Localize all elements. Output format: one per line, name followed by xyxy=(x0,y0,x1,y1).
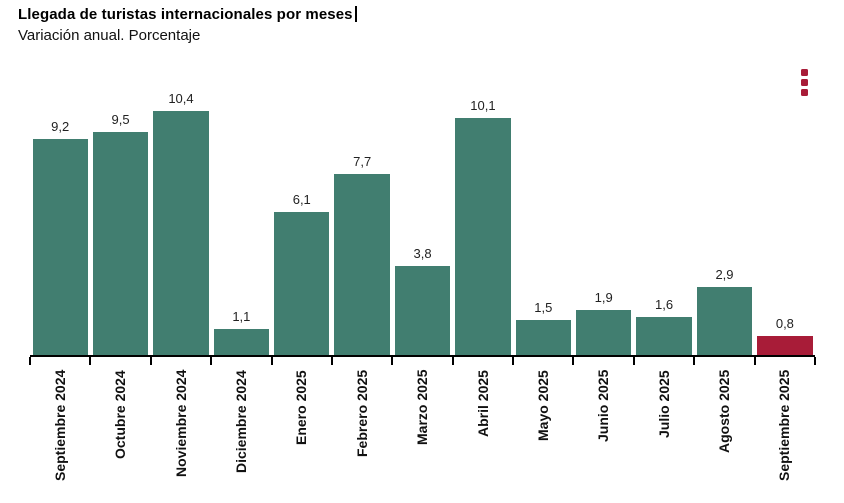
chart-subtitle: Variación anual. Porcentaje xyxy=(18,27,201,44)
bar-slot: 1,9 xyxy=(574,90,634,355)
page-title-text: Llegada de turistas internacionales por … xyxy=(18,6,353,23)
axis-tick xyxy=(572,357,575,365)
bar[interactable]: 1,9 xyxy=(576,290,632,355)
bar-slot: 6,1 xyxy=(272,90,332,355)
x-label-cell: Septiembre 2025 xyxy=(755,370,815,500)
x-label-cell: Febrero 2025 xyxy=(332,370,392,500)
axis-tick xyxy=(814,357,816,365)
x-axis-label: Abril 2025 xyxy=(474,370,491,437)
bar[interactable]: 10,4 xyxy=(153,91,209,355)
bar-value-label: 10,1 xyxy=(470,98,496,114)
x-axis-label: Septiembre 2025 xyxy=(776,370,793,482)
kebab-menu-icon[interactable] xyxy=(799,67,810,98)
x-axis-label: Agosto 2025 xyxy=(716,370,733,454)
x-axis-label: Marzo 2025 xyxy=(414,370,431,446)
axis-tick xyxy=(29,357,31,365)
x-label-cell: Julio 2025 xyxy=(634,370,694,500)
axis-tick xyxy=(753,357,756,365)
bar-value-label: 1,1 xyxy=(232,309,251,325)
bar[interactable]: 1,1 xyxy=(213,309,270,355)
x-label-cell: Enero 2025 xyxy=(272,370,332,500)
bar[interactable]: 10,1 xyxy=(455,98,511,355)
plot-area: 9,2 9,5 10,4 1,1 6,1 7,7 3,8 10,1 1,5 1,9 1,6 2,9 0,… xyxy=(29,90,816,365)
axis-tick xyxy=(89,357,92,365)
bar-value-label: 1,5 xyxy=(534,299,553,315)
axis-tick xyxy=(451,357,454,365)
bar-slot: 10,1 xyxy=(453,90,513,355)
axis-tick xyxy=(270,357,273,365)
x-axis-label: Junio 2025 xyxy=(595,370,612,443)
bar-slot: 0,8 xyxy=(755,90,815,355)
bar-value-label: 9,5 xyxy=(111,112,130,128)
x-axis-label: Septiembre 2024 xyxy=(51,370,68,482)
bar-value-label: 6,1 xyxy=(292,191,311,207)
bar-value-label: 1,6 xyxy=(655,297,674,313)
bar[interactable]: 2,9 xyxy=(696,267,753,355)
x-axis-label: Mayo 2025 xyxy=(534,370,551,441)
bar-slot: 1,5 xyxy=(513,90,573,355)
x-axis-label: Julio 2025 xyxy=(655,370,672,438)
bar-slot: 7,7 xyxy=(332,90,392,355)
x-label-cell: Noviembre 2024 xyxy=(151,370,211,500)
x-axis-label: Febrero 2025 xyxy=(353,370,370,458)
bar-value-label: 10,4 xyxy=(168,91,194,106)
bar-slot: 9,2 xyxy=(30,90,90,355)
axis-tick xyxy=(512,357,515,365)
bar[interactable]: 3,8 xyxy=(394,246,451,355)
bar-chart: 9,2 9,5 10,4 1,1 6,1 7,7 3,8 10,1 1,5 1,9 1,6 2,9 0,… xyxy=(29,90,816,500)
bar-value-label: 9,2 xyxy=(51,119,70,135)
bar[interactable]: 6,1 xyxy=(274,192,330,355)
bar-value-label: 7,7 xyxy=(353,154,372,170)
axis-tick xyxy=(210,357,213,365)
x-label-cell: Octubre 2024 xyxy=(90,370,150,500)
menu-dot xyxy=(801,89,808,96)
axis-tick xyxy=(330,357,333,365)
bar-slot: 3,8 xyxy=(392,90,452,355)
bar-slot: 10,4 xyxy=(151,90,211,355)
bar[interactable]: 1,6 xyxy=(636,297,692,355)
bar[interactable]: 7,7 xyxy=(334,154,390,355)
bar-value-label: 2,9 xyxy=(715,266,734,282)
bar-slot: 1,1 xyxy=(211,90,271,355)
x-axis-label: Diciembre 2024 xyxy=(232,370,249,473)
x-label-cell: Junio 2025 xyxy=(574,370,634,500)
x-label-cell: Agosto 2025 xyxy=(694,370,754,500)
axis-tick xyxy=(391,357,394,365)
chart-header: Llegada de turistas internacionales por … xyxy=(18,6,357,44)
axis-tick xyxy=(149,357,152,365)
menu-dot xyxy=(801,79,808,86)
x-axis-label: Enero 2025 xyxy=(293,370,310,445)
x-label-cell: Mayo 2025 xyxy=(513,370,573,500)
menu-dot xyxy=(801,69,808,76)
x-label-cell: Abril 2025 xyxy=(453,370,513,500)
bar-value-label: 3,8 xyxy=(413,245,432,261)
bar-value-label: 0,8 xyxy=(775,316,794,332)
bar[interactable]: 1,5 xyxy=(515,300,572,355)
text-cursor xyxy=(354,6,357,22)
bar-slot: 2,9 xyxy=(694,90,754,355)
x-label-cell: Septiembre 2024 xyxy=(30,370,90,500)
bar-value-label: 1,9 xyxy=(594,290,613,306)
bar-slot: 9,5 xyxy=(90,90,150,355)
bar[interactable]: 9,2 xyxy=(32,119,88,355)
x-label-cell: Marzo 2025 xyxy=(392,370,452,500)
bar[interactable]: 0,8 xyxy=(757,316,813,355)
axis-tick xyxy=(632,357,635,365)
page-title[interactable]: Llegada de turistas internacionales por … xyxy=(18,6,357,23)
x-axis-label: Noviembre 2024 xyxy=(172,370,189,478)
x-axis-label: Octubre 2024 xyxy=(112,370,129,459)
axis-tick xyxy=(693,357,696,365)
bar[interactable]: 9,5 xyxy=(92,112,149,355)
x-label-cell: Diciembre 2024 xyxy=(211,370,271,500)
x-axis-labels: Septiembre 2024 Octubre 2024 Noviembre 202… xyxy=(30,370,815,500)
bar-slot: 1,6 xyxy=(634,90,694,355)
